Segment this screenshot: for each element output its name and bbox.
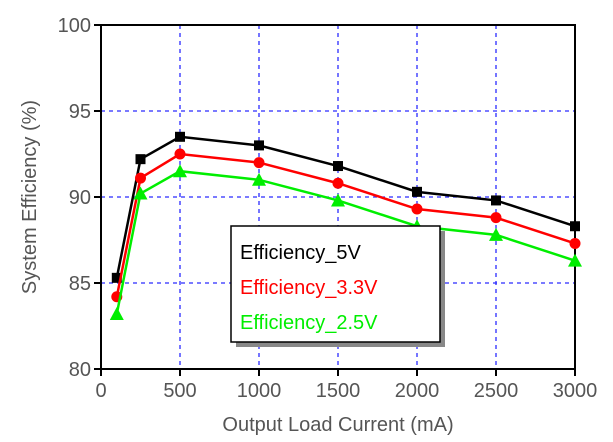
data-point — [412, 186, 422, 197]
data-point — [173, 164, 187, 178]
data-point — [411, 203, 423, 215]
y-tick-label-80: 80 — [69, 359, 91, 381]
data-point — [253, 157, 265, 169]
data-point — [570, 221, 580, 232]
x-axis-label: Output Load Current (mA) — [222, 414, 453, 436]
data-point — [490, 212, 502, 224]
data-point — [569, 237, 581, 249]
x-axis: 0 500 1000 1500 2000 2500 3000 — [95, 369, 597, 402]
data-point — [489, 227, 503, 241]
y-tick-label-100: 100 — [58, 15, 91, 37]
legend-box — [230, 225, 441, 343]
x-tick-label-2500: 2500 — [474, 380, 519, 402]
legend-entry-1: Efficiency_5V — [240, 242, 361, 264]
series-line — [115, 135, 576, 279]
series-2 — [111, 148, 581, 303]
series-group — [109, 131, 582, 320]
series-line — [115, 152, 576, 298]
x-tick-label-0: 0 — [95, 380, 106, 402]
x-tick-label-1500: 1500 — [316, 380, 361, 402]
data-point — [175, 131, 185, 142]
legend-entry-3: Efficiency_2.5V — [240, 312, 378, 334]
y-axis-label: System Efficiency (%) — [19, 100, 41, 294]
data-point — [568, 253, 582, 267]
data-point — [174, 148, 186, 160]
series-1 — [111, 131, 580, 283]
data-point — [333, 161, 343, 172]
data-point — [331, 193, 345, 207]
data-point — [109, 306, 124, 320]
legend-entry-2: Efficiency_3.3V — [240, 277, 378, 299]
data-point — [135, 154, 146, 165]
x-tick-label-2000: 2000 — [395, 380, 440, 402]
y-axis: 80 85 90 95 100 — [58, 15, 101, 381]
data-point — [332, 177, 344, 189]
data-point — [252, 172, 266, 186]
data-point — [254, 140, 264, 151]
data-point — [491, 195, 501, 206]
x-tick-label-500: 500 — [163, 380, 196, 402]
series-3 — [109, 164, 582, 320]
data-point — [111, 272, 122, 283]
y-tick-label-90: 90 — [69, 187, 91, 209]
data-point — [133, 186, 148, 200]
legend: Efficiency_5V Efficiency_3.3V Efficiency_2… — [230, 225, 445, 347]
y-tick-label-95: 95 — [69, 101, 91, 123]
x-tick-label-1000: 1000 — [237, 380, 282, 402]
x-tick-label-3000: 3000 — [553, 380, 598, 402]
series-line — [115, 169, 576, 315]
y-tick-label-85: 85 — [69, 273, 91, 295]
data-point — [135, 172, 146, 184]
